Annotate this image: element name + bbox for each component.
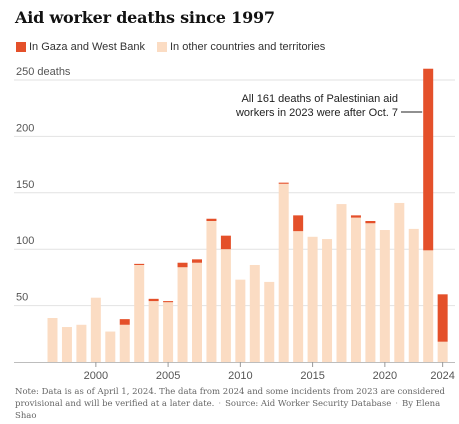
bar-other-2016 — [322, 239, 333, 362]
chart-title: Aid worker deaths since 1997 — [15, 8, 275, 27]
legend-item-gaza: In Gaza and West Bank — [16, 41, 145, 53]
legend-swatch-other — [156, 42, 167, 52]
bar-other-2023 — [423, 250, 434, 362]
bar-gaza-2009 — [220, 235, 231, 250]
bar-other-2020 — [379, 230, 390, 362]
separator-dot: · — [218, 399, 222, 409]
bar-other-2024 — [437, 341, 448, 362]
bar-other-2011 — [249, 264, 260, 362]
bar-gaza-2002 — [119, 319, 130, 325]
bar-gaza-2018 — [350, 215, 361, 218]
bar-other-2005 — [163, 302, 174, 362]
bar-gaza-2013 — [278, 182, 289, 184]
legend-swatch-gaza — [16, 42, 26, 52]
bar-other-2010 — [235, 279, 246, 362]
x-tick-label: 2005 — [156, 370, 180, 382]
bar-other-2001 — [105, 331, 116, 362]
bar-gaza-2005 — [163, 301, 174, 303]
x-tick-label: 2020 — [373, 370, 397, 382]
bar-other-1998 — [61, 327, 72, 362]
bar-other-2004 — [148, 301, 159, 362]
x-tick-label: 2000 — [84, 370, 108, 382]
bar-gaza-2024 — [437, 294, 448, 342]
bar-other-2008 — [206, 221, 217, 362]
bar-other-1999 — [76, 324, 87, 362]
bar-gaza-2014 — [293, 215, 304, 232]
bar-gaza-2004 — [148, 298, 159, 302]
bar-other-2000 — [90, 297, 101, 362]
bar-gaza-2006 — [177, 262, 188, 268]
legend-item-other: In other countries and territories — [156, 41, 326, 53]
bar-other-2003 — [134, 264, 145, 362]
x-tick-label: 2010 — [228, 370, 252, 382]
bar-other-2019 — [365, 223, 376, 362]
separator-dot: · — [395, 399, 398, 409]
bar-other-2015 — [307, 236, 318, 362]
bar-gaza-2007 — [192, 259, 202, 263]
x-tick-label: 2015 — [300, 370, 324, 382]
y-tick-label: 250 deaths — [16, 66, 71, 78]
bar-other-2021 — [394, 202, 405, 362]
bar-other-2006 — [177, 267, 188, 362]
bar-other-2017 — [336, 204, 347, 362]
y-tick-label: 150 — [16, 179, 34, 191]
y-tick-label: 100 — [16, 235, 34, 247]
legend-label-gaza: In Gaza and West Bank — [29, 41, 145, 53]
y-tick-label: 50 — [16, 292, 28, 304]
bar-gaza-2023 — [423, 68, 434, 251]
note-source: Source: Aid Worker Security Database — [225, 399, 392, 409]
note-credit: By Elena Shao — [15, 399, 441, 421]
bar-other-2002 — [119, 324, 130, 362]
bar-other-2009 — [220, 249, 231, 362]
chart-note: Note: Data is as of April 1, 2024. The d… — [15, 386, 445, 422]
bar-other-2014 — [293, 231, 304, 362]
bar-other-2013 — [278, 183, 289, 362]
annotation-line: All 161 deaths of Palestinian aid — [241, 93, 398, 105]
legend-label-other: In other countries and territories — [169, 41, 326, 53]
y-tick-label: 200 — [16, 122, 34, 134]
legend: In Gaza and West Bank In other countries… — [16, 40, 337, 54]
bar-other-2007 — [192, 262, 202, 362]
bar-other-2012 — [264, 281, 275, 362]
note-text: Note: Data is as of April 1, 2024. The d… — [15, 387, 445, 409]
annotation-line: workers in 2023 were after Oct. 7 — [235, 107, 398, 119]
bar-other-1997 — [47, 318, 58, 362]
bar-gaza-2019 — [365, 221, 376, 224]
bar-other-2022 — [408, 228, 419, 362]
bar-gaza-2003 — [134, 263, 145, 265]
bar-gaza-2008 — [206, 218, 217, 221]
x-tick-label: 2024 — [430, 370, 454, 382]
bar-other-2018 — [350, 217, 361, 362]
